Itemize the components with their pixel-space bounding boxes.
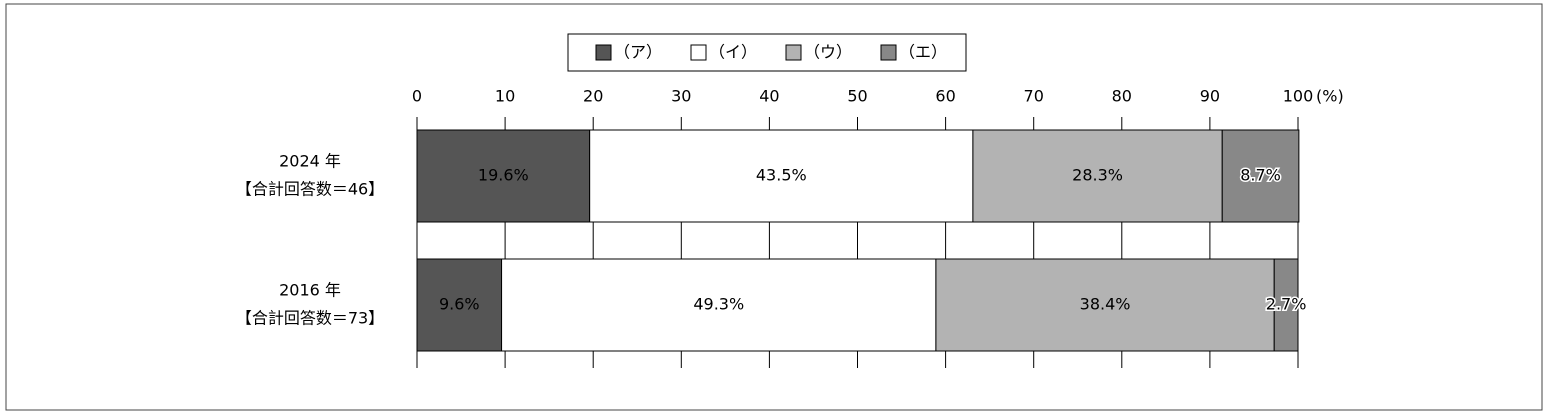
bar-segment [935, 258, 1275, 352]
x-tick-label: 100 [1283, 87, 1314, 106]
value-label: 8.7% [1240, 166, 1281, 185]
value-label: 19.6% [478, 166, 529, 185]
value-label: 49.3% [693, 295, 744, 314]
value-label: 43.5% [756, 166, 807, 185]
x-tick-label: 50 [847, 87, 867, 106]
category-label: 2024 年 [279, 152, 341, 171]
legend-label: （ウ） [804, 43, 852, 62]
category-sublabel: 【合計回答数＝46】 [236, 180, 384, 199]
legend-label: （イ） [709, 43, 757, 62]
legend-swatch [785, 44, 802, 61]
legend-swatch [690, 44, 707, 61]
x-tick-label: 70 [1024, 87, 1044, 106]
bar-segment [1221, 129, 1300, 223]
bar-segment [416, 129, 591, 223]
x-unit: (%) [1316, 87, 1344, 106]
value-label: 28.3% [1072, 166, 1123, 185]
x-tick-label: 60 [935, 87, 955, 106]
x-tick-label: 90 [1200, 87, 1220, 106]
frame [5, 3, 1543, 411]
legend-label: （ア） [614, 43, 662, 62]
x-tick-label: 20 [583, 87, 603, 106]
category-label: 2016 年 [279, 281, 341, 300]
x-tick-label: 40 [759, 87, 779, 106]
x-tick-label: 0 [412, 87, 422, 106]
value-label: 38.4% [1080, 295, 1131, 314]
category-sublabel: 【合計回答数＝73】 [236, 309, 384, 328]
bar-segment [416, 258, 503, 352]
bar-segment [1273, 258, 1299, 352]
legend-swatch [880, 44, 897, 61]
value-label: 2.7% [1266, 295, 1307, 314]
x-tick-label: 30 [671, 87, 691, 106]
x-tick-label: 10 [495, 87, 515, 106]
legend-swatch [595, 44, 612, 61]
legend-box [567, 33, 967, 72]
x-tick-label: 80 [1112, 87, 1132, 106]
value-label: 9.6% [439, 295, 480, 314]
legend-label: （エ） [899, 43, 947, 62]
bar-segment [501, 258, 937, 352]
